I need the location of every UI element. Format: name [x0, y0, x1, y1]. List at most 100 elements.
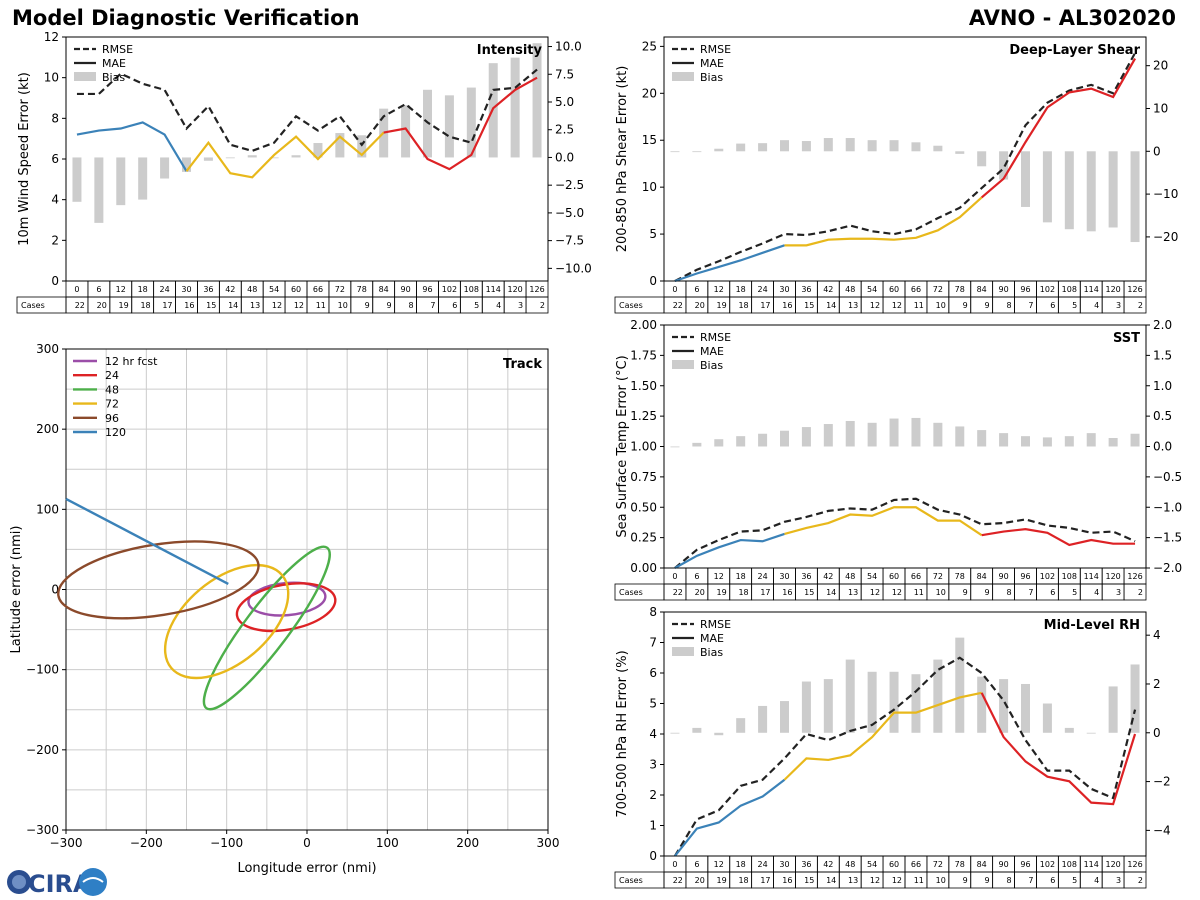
- sst-y2tick-label: 1.5: [1153, 348, 1172, 362]
- sst-cases-value: 2: [1138, 588, 1143, 597]
- shear-cases-cell: [1123, 296, 1147, 314]
- shear-hour-label: 42: [823, 285, 833, 294]
- shear-cases-value: 5: [1072, 301, 1077, 310]
- sst-hour-label: 6: [694, 572, 699, 581]
- intensity-cases-value: 13: [250, 301, 260, 310]
- sst-bias-bar-126: [1130, 433, 1140, 447]
- intensity-y2tick-label: 2.5: [555, 123, 574, 137]
- intensity-mae-line-0: [76, 121, 188, 172]
- intensity-bias-bar-72: [335, 133, 345, 158]
- sst-cases-value: 12: [870, 588, 880, 597]
- shear-y2tick-label: −10: [1153, 187, 1178, 201]
- rh-legend-bias-swatch: [672, 647, 694, 656]
- shear-bias-bar-96: [1021, 151, 1030, 207]
- sst-hour-label: 24: [757, 572, 767, 581]
- intensity-legend-rmse: RMSE: [102, 43, 133, 56]
- rh-cases-header: Cases: [619, 876, 643, 885]
- sst-hour-label: 78: [955, 572, 965, 581]
- shear-hour-label: 66: [911, 285, 921, 294]
- intensity-mae-line-2: [383, 76, 538, 171]
- intensity-cases-value: 16: [184, 301, 194, 310]
- intensity-hour-label: 0: [74, 285, 79, 294]
- shear-bias-bar-114: [1086, 151, 1096, 232]
- sst-hour-label: 48: [845, 572, 855, 581]
- sst-hour-label: 102: [1040, 572, 1055, 581]
- intensity-hour-label: 102: [442, 285, 457, 294]
- rh-bias-bar-102: [1042, 703, 1052, 733]
- rh-bias-bar-12: [714, 732, 724, 736]
- sst-ytick-label: 1.50: [630, 379, 657, 393]
- sst-hour-label: 54: [867, 572, 877, 581]
- shear-ytick-label: 20: [642, 86, 657, 100]
- rh-hour-label: 0: [672, 860, 677, 869]
- rh-bias-bar-36: [801, 681, 811, 733]
- intensity-title: Intensity: [477, 43, 543, 58]
- intensity-cases-value: 5: [474, 301, 479, 310]
- sst-cases-value: 18: [738, 588, 748, 597]
- rh-ytick-label: 4: [649, 727, 657, 741]
- shear-hour-label: 108: [1062, 285, 1077, 294]
- rh-hour-label: 72: [933, 860, 943, 869]
- sst-y2tick-label: −2.0: [1153, 561, 1182, 575]
- shear-cases-value: 4: [1094, 301, 1099, 310]
- rh-bias-bar-84: [977, 676, 987, 733]
- intensity-cases-value: 2: [540, 301, 545, 310]
- shear-hour-label: 54: [867, 285, 877, 294]
- intensity-ylabel: 10m Wind Speed Error (kt): [17, 72, 32, 246]
- track-legend-t72: 72: [105, 398, 119, 411]
- sst-bias-bar-36: [801, 427, 811, 447]
- sst-bias-bar-12: [714, 439, 724, 447]
- rh-bias-bar-24: [758, 705, 768, 733]
- sst-bias-bar-102: [1042, 437, 1052, 447]
- sst-cases-value: 17: [760, 588, 770, 597]
- shear-legend-bias: Bias: [700, 71, 723, 84]
- shear-hour-label: 12: [714, 285, 724, 294]
- rh-cases-value: 22: [673, 876, 683, 885]
- rh-bias-bar-0: [670, 732, 680, 734]
- shear-bias-bar-0: [670, 151, 680, 153]
- sst-cases-cell: [1123, 583, 1147, 601]
- intensity-y2tick-label: 10.0: [555, 40, 582, 54]
- sst-y2tick-label: −1.5: [1153, 531, 1182, 545]
- shear-bias-bar-102: [1042, 151, 1052, 223]
- rh-ytick-label: 1: [649, 819, 657, 833]
- shear-bias-bar-48: [845, 138, 855, 152]
- sst-y2tick-label: 2.0: [1153, 318, 1172, 332]
- sst-title: SST: [1113, 331, 1140, 346]
- rh-y2tick-label: 2: [1153, 677, 1161, 691]
- intensity-cases-value: 4: [496, 301, 501, 310]
- sst-y2tick-label: −0.5: [1153, 470, 1182, 484]
- sst-mae-line-1: [784, 506, 983, 537]
- shear-ytick-label: 10: [642, 180, 657, 194]
- sst-cases-value: 14: [826, 588, 836, 597]
- shear-bias-bar-36: [801, 141, 811, 152]
- intensity-hour-label: 36: [203, 285, 213, 294]
- intensity-cases-value: 11: [316, 301, 326, 310]
- shear-bias-bar-18: [736, 143, 746, 152]
- rh-cases-value: 17: [760, 876, 770, 885]
- rh-cases-value: 8: [1006, 876, 1011, 885]
- intensity-cases-cell: [525, 296, 549, 314]
- rh-bias-bar-18: [736, 718, 746, 733]
- shear-hour-label: 6: [694, 285, 699, 294]
- sst-hour-label: 30: [779, 572, 789, 581]
- rh-hour-label: 90: [998, 860, 1008, 869]
- rh-cases-value: 3: [1116, 876, 1121, 885]
- rh-hour-label: 24: [757, 860, 767, 869]
- rh-hour-label: 30: [779, 860, 789, 869]
- intensity-ytick-label: 12: [44, 30, 59, 44]
- intensity-cases-header-cell: [16, 296, 67, 314]
- track-xtick-label: 200: [456, 836, 479, 850]
- rh-legend-rmse: RMSE: [700, 618, 731, 631]
- shear-bias-bar-30: [780, 140, 789, 152]
- intensity-y2tick-label: 0.0: [555, 150, 574, 164]
- rh-bias-bar-30: [780, 701, 789, 733]
- shear-ytick-label: 5: [649, 227, 657, 241]
- sst-hour-label: 42: [823, 572, 833, 581]
- shear-y2tick-label: 0: [1153, 144, 1161, 158]
- intensity-bias-bar-54: [269, 157, 279, 159]
- intensity-hour-label: 96: [422, 285, 432, 294]
- rh-ytick-label: 8: [649, 605, 657, 619]
- intensity-cases-value: 7: [430, 301, 435, 310]
